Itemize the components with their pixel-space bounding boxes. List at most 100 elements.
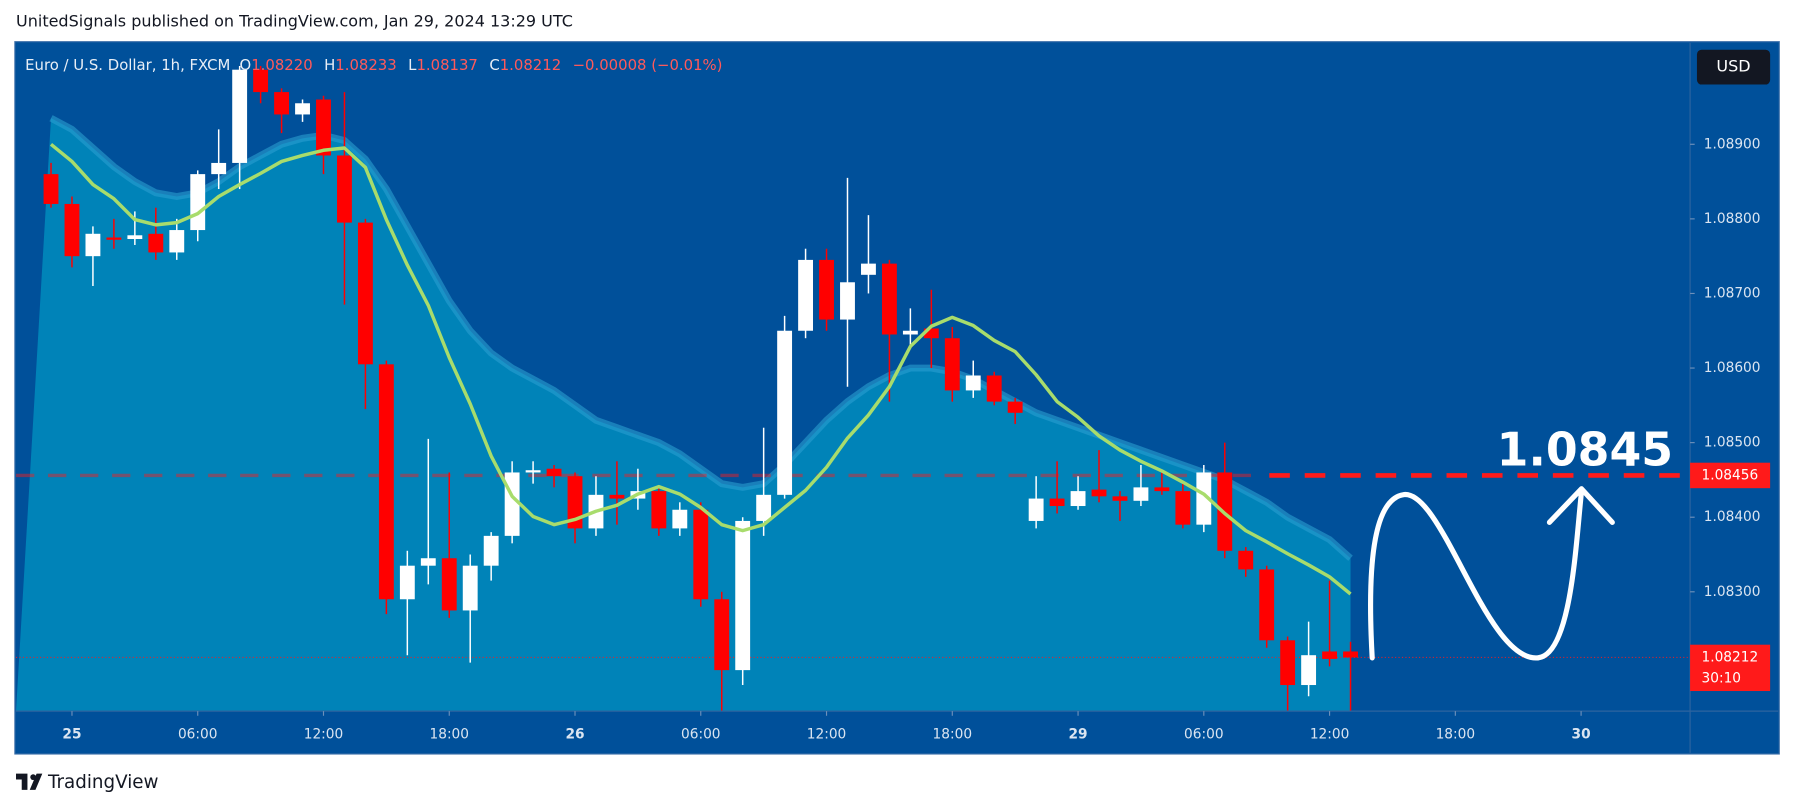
- candle-body: [504, 472, 520, 536]
- x-tick-label: 18:00: [429, 726, 469, 742]
- candle-body: [43, 174, 59, 204]
- candle-body: [1112, 496, 1128, 501]
- candle-body: [1091, 489, 1107, 497]
- y-tick-label: 1.08800: [1704, 211, 1761, 227]
- currency-label[interactable]: USD: [1716, 57, 1750, 76]
- last-badge: [1690, 644, 1771, 692]
- countdown: 30:10: [1702, 670, 1742, 686]
- candle-body: [1007, 401, 1023, 413]
- candle-body: [399, 565, 415, 600]
- moving-average: [49, 142, 1352, 596]
- level-badge-label: 1.08456: [1702, 467, 1759, 483]
- y-tick-label: 1.08700: [1704, 285, 1761, 301]
- candle-body: [861, 263, 876, 275]
- candle-body: [253, 69, 269, 93]
- candle-body: [1301, 655, 1317, 686]
- candle-body: [609, 494, 625, 499]
- candle-body: [337, 155, 352, 223]
- candle-body: [1196, 472, 1212, 525]
- candle-body: [881, 263, 897, 335]
- brand: TradingView: [47, 772, 158, 793]
- x-tick-label: 06:00: [681, 726, 721, 742]
- candle-body: [923, 328, 939, 339]
- quote-key: L: [408, 55, 417, 73]
- candle-body: [525, 470, 541, 473]
- quote-key: C: [489, 55, 499, 73]
- candle-body: [1154, 487, 1170, 492]
- candle-body: [274, 92, 290, 115]
- quote-value: 1.08220: [251, 55, 312, 73]
- candle-body: [483, 535, 499, 566]
- quote-value: 1.08233: [335, 55, 396, 73]
- candle-body: [64, 203, 80, 257]
- quote-key: O: [240, 55, 252, 73]
- candle-body: [1028, 498, 1044, 521]
- candle-body: [169, 230, 185, 253]
- last-badge-label: 1.08212: [1702, 649, 1759, 665]
- candle-body: [1175, 491, 1191, 525]
- candle-body: [85, 233, 101, 257]
- candle-body: [462, 565, 478, 611]
- candle-body: [316, 99, 331, 156]
- band-edge: [49, 115, 1353, 561]
- quote-change: −0.00008 (−0.01%): [573, 55, 723, 73]
- x-tick-label: 30: [1572, 726, 1591, 742]
- brand-logo: [16, 773, 43, 790]
- x-tick-label: 18:00: [1436, 726, 1476, 742]
- y-tick-label: 1.08600: [1704, 360, 1761, 376]
- candle-body: [756, 494, 772, 521]
- candle-body: [840, 282, 855, 320]
- candle-body: [944, 338, 960, 391]
- candle-body: [965, 375, 981, 391]
- candle-body: [1070, 491, 1086, 507]
- x-tick-label: 29: [1069, 726, 1088, 742]
- candle-body: [378, 364, 394, 600]
- quote-key: H: [324, 55, 335, 73]
- x-tick-label: 25: [62, 726, 81, 742]
- candle-body: [735, 520, 751, 671]
- candle-body: [148, 233, 164, 253]
- candle-body: [106, 237, 122, 240]
- candle-body: [1259, 569, 1275, 641]
- axes: 1.08300 1.08400 1.08500 1.08600 1.08700 1.088…: [62, 136, 1771, 742]
- candle-body: [546, 468, 562, 477]
- candle-body: [1322, 651, 1338, 659]
- candle-body: [986, 375, 1002, 402]
- candle-body: [1133, 487, 1149, 501]
- x-tick-label: 06:00: [178, 726, 218, 742]
- drawn-arrow: [1368, 486, 1615, 661]
- candle-body: [777, 330, 793, 495]
- plot-area: [16, 65, 1691, 712]
- candle-body: [693, 509, 709, 600]
- symbol: Euro / U.S. Dollar, 1h, FXCM: [25, 55, 230, 73]
- candle-body: [1280, 640, 1296, 686]
- target-annotation: 1.0845: [1497, 422, 1673, 476]
- symbol-legend: Euro / U.S. Dollar, 1h, FXCM O1.08220 H1.0…: [25, 55, 722, 73]
- publisher: UnitedSignals published on TradingView.c…: [16, 11, 573, 30]
- candle-body: [1049, 498, 1065, 507]
- y-tick-label: 1.08300: [1704, 584, 1761, 600]
- x-tick-label: 12:00: [1310, 726, 1350, 742]
- x-tick-label: 06:00: [1184, 726, 1224, 742]
- candle-body: [567, 476, 583, 529]
- candle-body: [420, 558, 436, 566]
- y-tick-label: 1.08400: [1704, 509, 1761, 525]
- quote-value: 1.08212: [500, 55, 561, 73]
- candle-body: [127, 235, 143, 240]
- quote-value: 1.08137: [416, 55, 477, 73]
- y-tick-label: 1.08900: [1704, 136, 1761, 152]
- candle-body: [232, 69, 248, 163]
- currency-button[interactable]: [1696, 49, 1771, 85]
- candle-body: [819, 259, 834, 320]
- x-tick-label: 12:00: [807, 726, 847, 742]
- candle-body: [902, 330, 918, 335]
- candle-body: [1238, 550, 1254, 570]
- candle-body: [1343, 651, 1358, 658]
- candle-body: [651, 491, 667, 529]
- candle-body: [190, 174, 206, 231]
- x-tick-label: 26: [565, 726, 584, 742]
- candle-body: [441, 558, 457, 611]
- candle-body: [211, 162, 227, 175]
